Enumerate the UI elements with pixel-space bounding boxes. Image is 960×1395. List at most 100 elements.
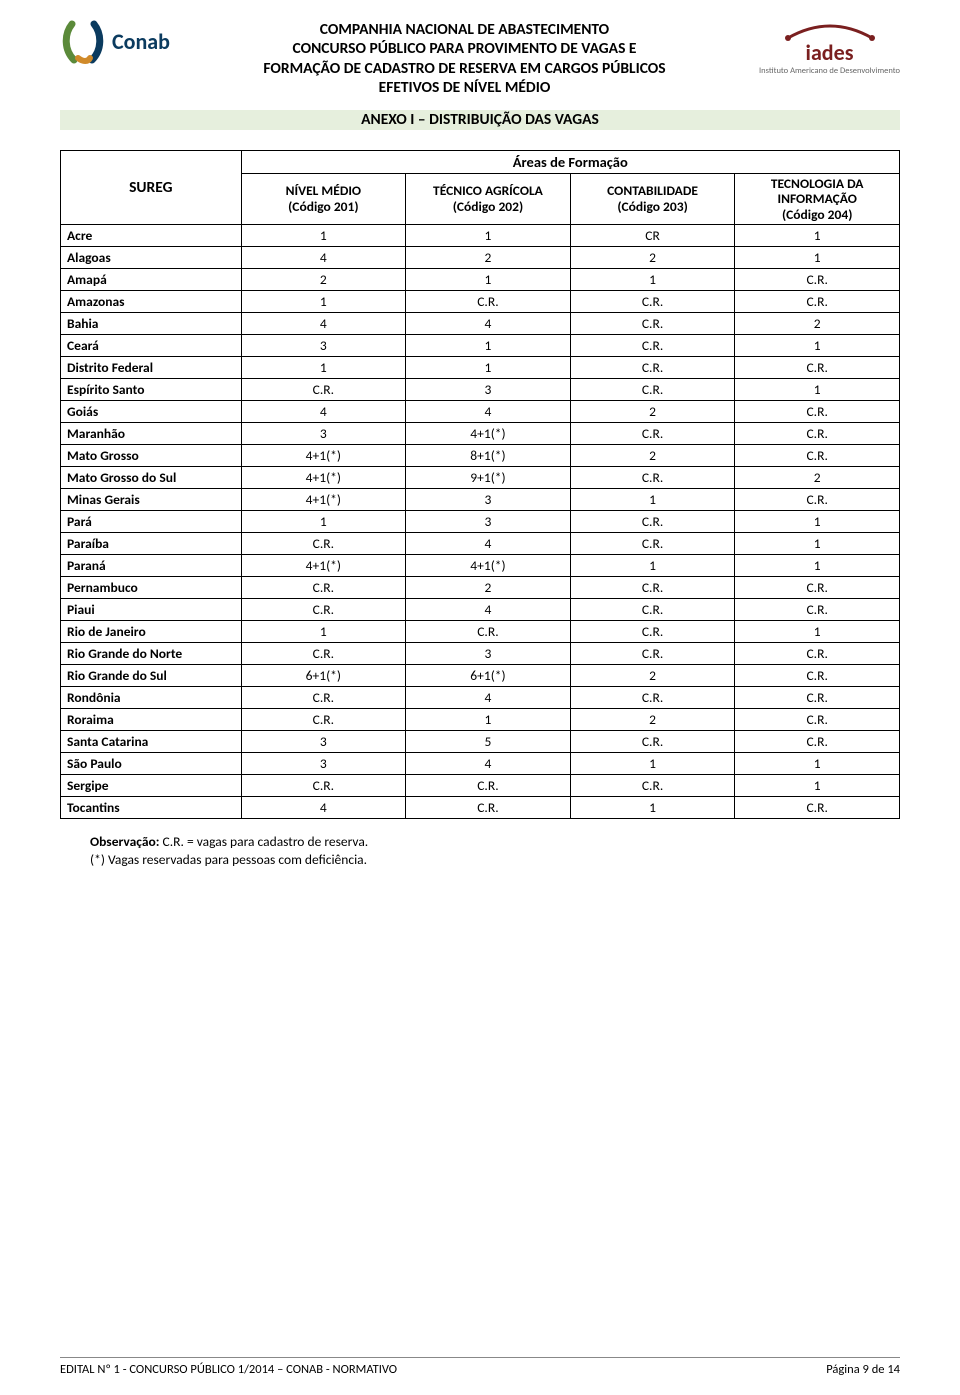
conab-swirl-icon xyxy=(60,20,106,64)
state-cell: Roraima xyxy=(61,709,242,731)
state-cell: Mato Grosso do Sul xyxy=(61,467,242,489)
table-row: Maranhão34+1(*)C.R.C.R. xyxy=(61,423,900,445)
iades-logo: iades Instituto Americano de Desenvolvim… xyxy=(759,20,900,76)
value-cell: 4 xyxy=(241,313,406,335)
table-row: Minas Gerais4+1(*)31C.R. xyxy=(61,489,900,511)
value-cell: 1 xyxy=(570,489,735,511)
value-cell: C.R. xyxy=(570,643,735,665)
value-cell: 1 xyxy=(735,247,900,269)
value-cell: C.R. xyxy=(241,709,406,731)
footer: EDITAL Nº 1 - CONCURSO PÚBLICO 1/2014 – … xyxy=(60,1357,900,1377)
value-cell: 4 xyxy=(406,753,571,775)
value-cell: C.R. xyxy=(241,599,406,621)
value-cell: C.R. xyxy=(570,775,735,797)
value-cell: 2 xyxy=(735,467,900,489)
value-cell: 4 xyxy=(406,401,571,423)
value-cell: 2 xyxy=(570,445,735,467)
table-row: SergipeC.R.C.R.C.R.1 xyxy=(61,775,900,797)
table-row: Alagoas4221 xyxy=(61,247,900,269)
table-row: São Paulo3411 xyxy=(61,753,900,775)
value-cell: C.R. xyxy=(735,291,900,313)
value-cell: 2 xyxy=(241,269,406,291)
table-row: Mato Grosso do Sul4+1(*)9+1(*)C.R.2 xyxy=(61,467,900,489)
value-cell: 1 xyxy=(241,621,406,643)
value-cell: 1 xyxy=(241,225,406,247)
table-row: Paraná4+1(*)4+1(*)11 xyxy=(61,555,900,577)
value-cell: C.R. xyxy=(735,269,900,291)
state-cell: Paraíba xyxy=(61,533,242,555)
state-cell: Bahia xyxy=(61,313,242,335)
value-cell: C.R. xyxy=(735,445,900,467)
state-cell: Rio de Janeiro xyxy=(61,621,242,643)
value-cell: C.R. xyxy=(735,643,900,665)
value-cell: C.R. xyxy=(735,687,900,709)
value-cell: 2 xyxy=(406,577,571,599)
value-cell: 1 xyxy=(570,269,735,291)
value-cell: 2 xyxy=(570,401,735,423)
conab-label: Conab xyxy=(112,28,170,55)
state-cell: Ceará xyxy=(61,335,242,357)
value-cell: C.R. xyxy=(570,687,735,709)
value-cell: 4 xyxy=(406,599,571,621)
table-row: Tocantins4C.R.1C.R. xyxy=(61,797,900,819)
value-cell: 1 xyxy=(735,555,900,577)
areas-header: Áreas de Formação xyxy=(241,150,899,173)
value-cell: 4 xyxy=(406,687,571,709)
value-cell: 1 xyxy=(735,335,900,357)
table-row: RondôniaC.R.4C.R.C.R. xyxy=(61,687,900,709)
value-cell: 3 xyxy=(241,335,406,357)
value-cell: 4 xyxy=(241,247,406,269)
value-cell: C.R. xyxy=(570,423,735,445)
section-band: ANEXO I – DISTRIBUIÇÃO DAS VAGAS xyxy=(60,110,900,130)
conab-logo: Conab xyxy=(60,20,170,64)
value-cell: C.R. xyxy=(735,665,900,687)
value-cell: 1 xyxy=(735,511,900,533)
value-cell: C.R. xyxy=(241,379,406,401)
table-row: Ceará31C.R.1 xyxy=(61,335,900,357)
obs-label: Observação: xyxy=(90,833,159,850)
value-cell: 3 xyxy=(241,423,406,445)
value-cell: 2 xyxy=(570,665,735,687)
value-cell: 4 xyxy=(406,533,571,555)
value-cell: 1 xyxy=(735,753,900,775)
value-cell: 6+1(*) xyxy=(241,665,406,687)
value-cell: 1 xyxy=(241,511,406,533)
value-cell: 1 xyxy=(406,269,571,291)
value-cell: 1 xyxy=(570,797,735,819)
state-cell: Pernambuco xyxy=(61,577,242,599)
footer-left: EDITAL Nº 1 - CONCURSO PÚBLICO 1/2014 – … xyxy=(60,1362,397,1377)
sureg-header: SUREG xyxy=(61,150,242,225)
value-cell: 1 xyxy=(406,335,571,357)
value-cell: C.R. xyxy=(241,533,406,555)
state-cell: Minas Gerais xyxy=(61,489,242,511)
value-cell: 1 xyxy=(241,291,406,313)
document-header: Conab COMPANHIA NACIONAL DE ABASTECIMENT… xyxy=(60,20,900,98)
value-cell: C.R. xyxy=(241,577,406,599)
value-cell: 1 xyxy=(570,753,735,775)
value-cell: C.R. xyxy=(570,511,735,533)
column-header-3: TECNOLOGIA DAINFORMAÇÃO(Código 204) xyxy=(735,173,900,225)
value-cell: 4+1(*) xyxy=(241,489,406,511)
table-row: ParaíbaC.R.4C.R.1 xyxy=(61,533,900,555)
state-cell: Goiás xyxy=(61,401,242,423)
value-cell: 4+1(*) xyxy=(241,467,406,489)
value-cell: C.R. xyxy=(406,775,571,797)
value-cell: CR xyxy=(570,225,735,247)
footer-right: Página 9 de 14 xyxy=(826,1362,900,1377)
value-cell: C.R. xyxy=(570,467,735,489)
value-cell: C.R. xyxy=(735,797,900,819)
table-row: Mato Grosso4+1(*)8+1(*)2C.R. xyxy=(61,445,900,467)
value-cell: C.R. xyxy=(570,335,735,357)
state-cell: Espírito Santo xyxy=(61,379,242,401)
value-cell: C.R. xyxy=(406,621,571,643)
value-cell: 1 xyxy=(570,555,735,577)
column-header-1: TÉCNICO AGRÍCOLA(Código 202) xyxy=(406,173,571,225)
value-cell: 3 xyxy=(241,731,406,753)
value-cell: 9+1(*) xyxy=(406,467,571,489)
table-row: Bahia44C.R.2 xyxy=(61,313,900,335)
header-line-1: COMPANHIA NACIONAL DE ABASTECIMENTO xyxy=(170,20,759,39)
value-cell: C.R. xyxy=(735,401,900,423)
value-cell: C.R. xyxy=(570,599,735,621)
value-cell: 6+1(*) xyxy=(406,665,571,687)
value-cell: C.R. xyxy=(570,577,735,599)
